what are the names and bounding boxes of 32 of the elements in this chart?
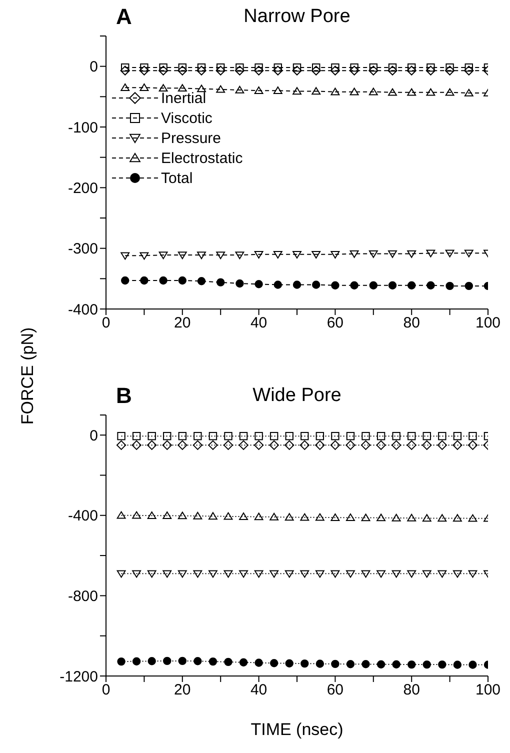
x-tick-label: 60	[326, 314, 344, 332]
y-tick-label: 0	[90, 58, 98, 76]
x-tick-label: 60	[326, 682, 344, 699]
x-tick-label: 40	[250, 314, 268, 332]
y-axis-title: FORCE (pN)	[18, 327, 38, 425]
y-tick-label: -1200	[60, 668, 98, 686]
x-axis-title: TIME (nsec)	[250, 720, 344, 740]
y-tick-label: -800	[68, 588, 98, 606]
x-tick-label: 20	[174, 314, 191, 332]
y-tick-label: -400	[68, 508, 98, 525]
text: A	[116, 4, 132, 30]
legend-label: Viscotic	[161, 110, 212, 126]
x-tick-label: 0	[102, 314, 110, 332]
chart-title: Narrow Pore	[244, 6, 350, 27]
y-tick-label: -100	[68, 119, 98, 136]
x-tick-label: 80	[403, 314, 420, 332]
legend-label: Inertial	[161, 90, 206, 106]
legend-label: Pressure	[161, 130, 222, 146]
x-tick-label: 0	[102, 682, 110, 699]
y-tick-label: -400	[68, 301, 98, 318]
x-tick-label: 40	[250, 682, 268, 699]
legend-label: Electrostatic	[161, 150, 243, 166]
x-tick-label: 20	[174, 682, 191, 699]
x-tick-label: 100	[475, 682, 501, 699]
y-tick-label: -200	[68, 180, 98, 197]
y-tick-label: 0	[90, 427, 98, 444]
x-tick-label: 80	[403, 682, 420, 699]
text: B	[116, 383, 132, 409]
chart-title: Wide Pore	[252, 385, 342, 406]
legend-label: Total	[161, 170, 193, 186]
x-tick-label: 100	[475, 314, 501, 332]
y-tick-label: -300	[68, 240, 98, 258]
